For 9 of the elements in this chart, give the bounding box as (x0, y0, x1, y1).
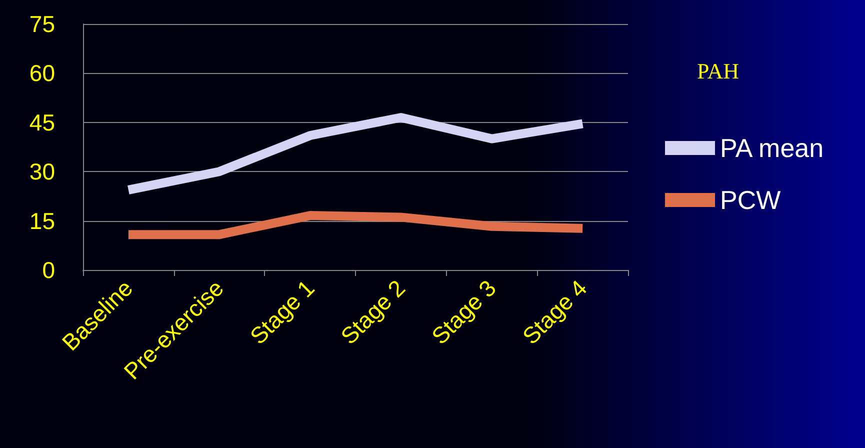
y-tick-label: 30 (29, 158, 55, 185)
legend-title: PAH (697, 58, 740, 84)
legend-label: PCW (720, 185, 782, 215)
y-tick-label: 45 (29, 109, 55, 136)
y-tick-label: 0 (42, 257, 55, 283)
y-tick-label: 60 (29, 60, 55, 86)
legend-label: PA mean (720, 133, 824, 163)
y-tick-label: 15 (29, 208, 55, 234)
y-tick-label: 75 (29, 11, 55, 37)
